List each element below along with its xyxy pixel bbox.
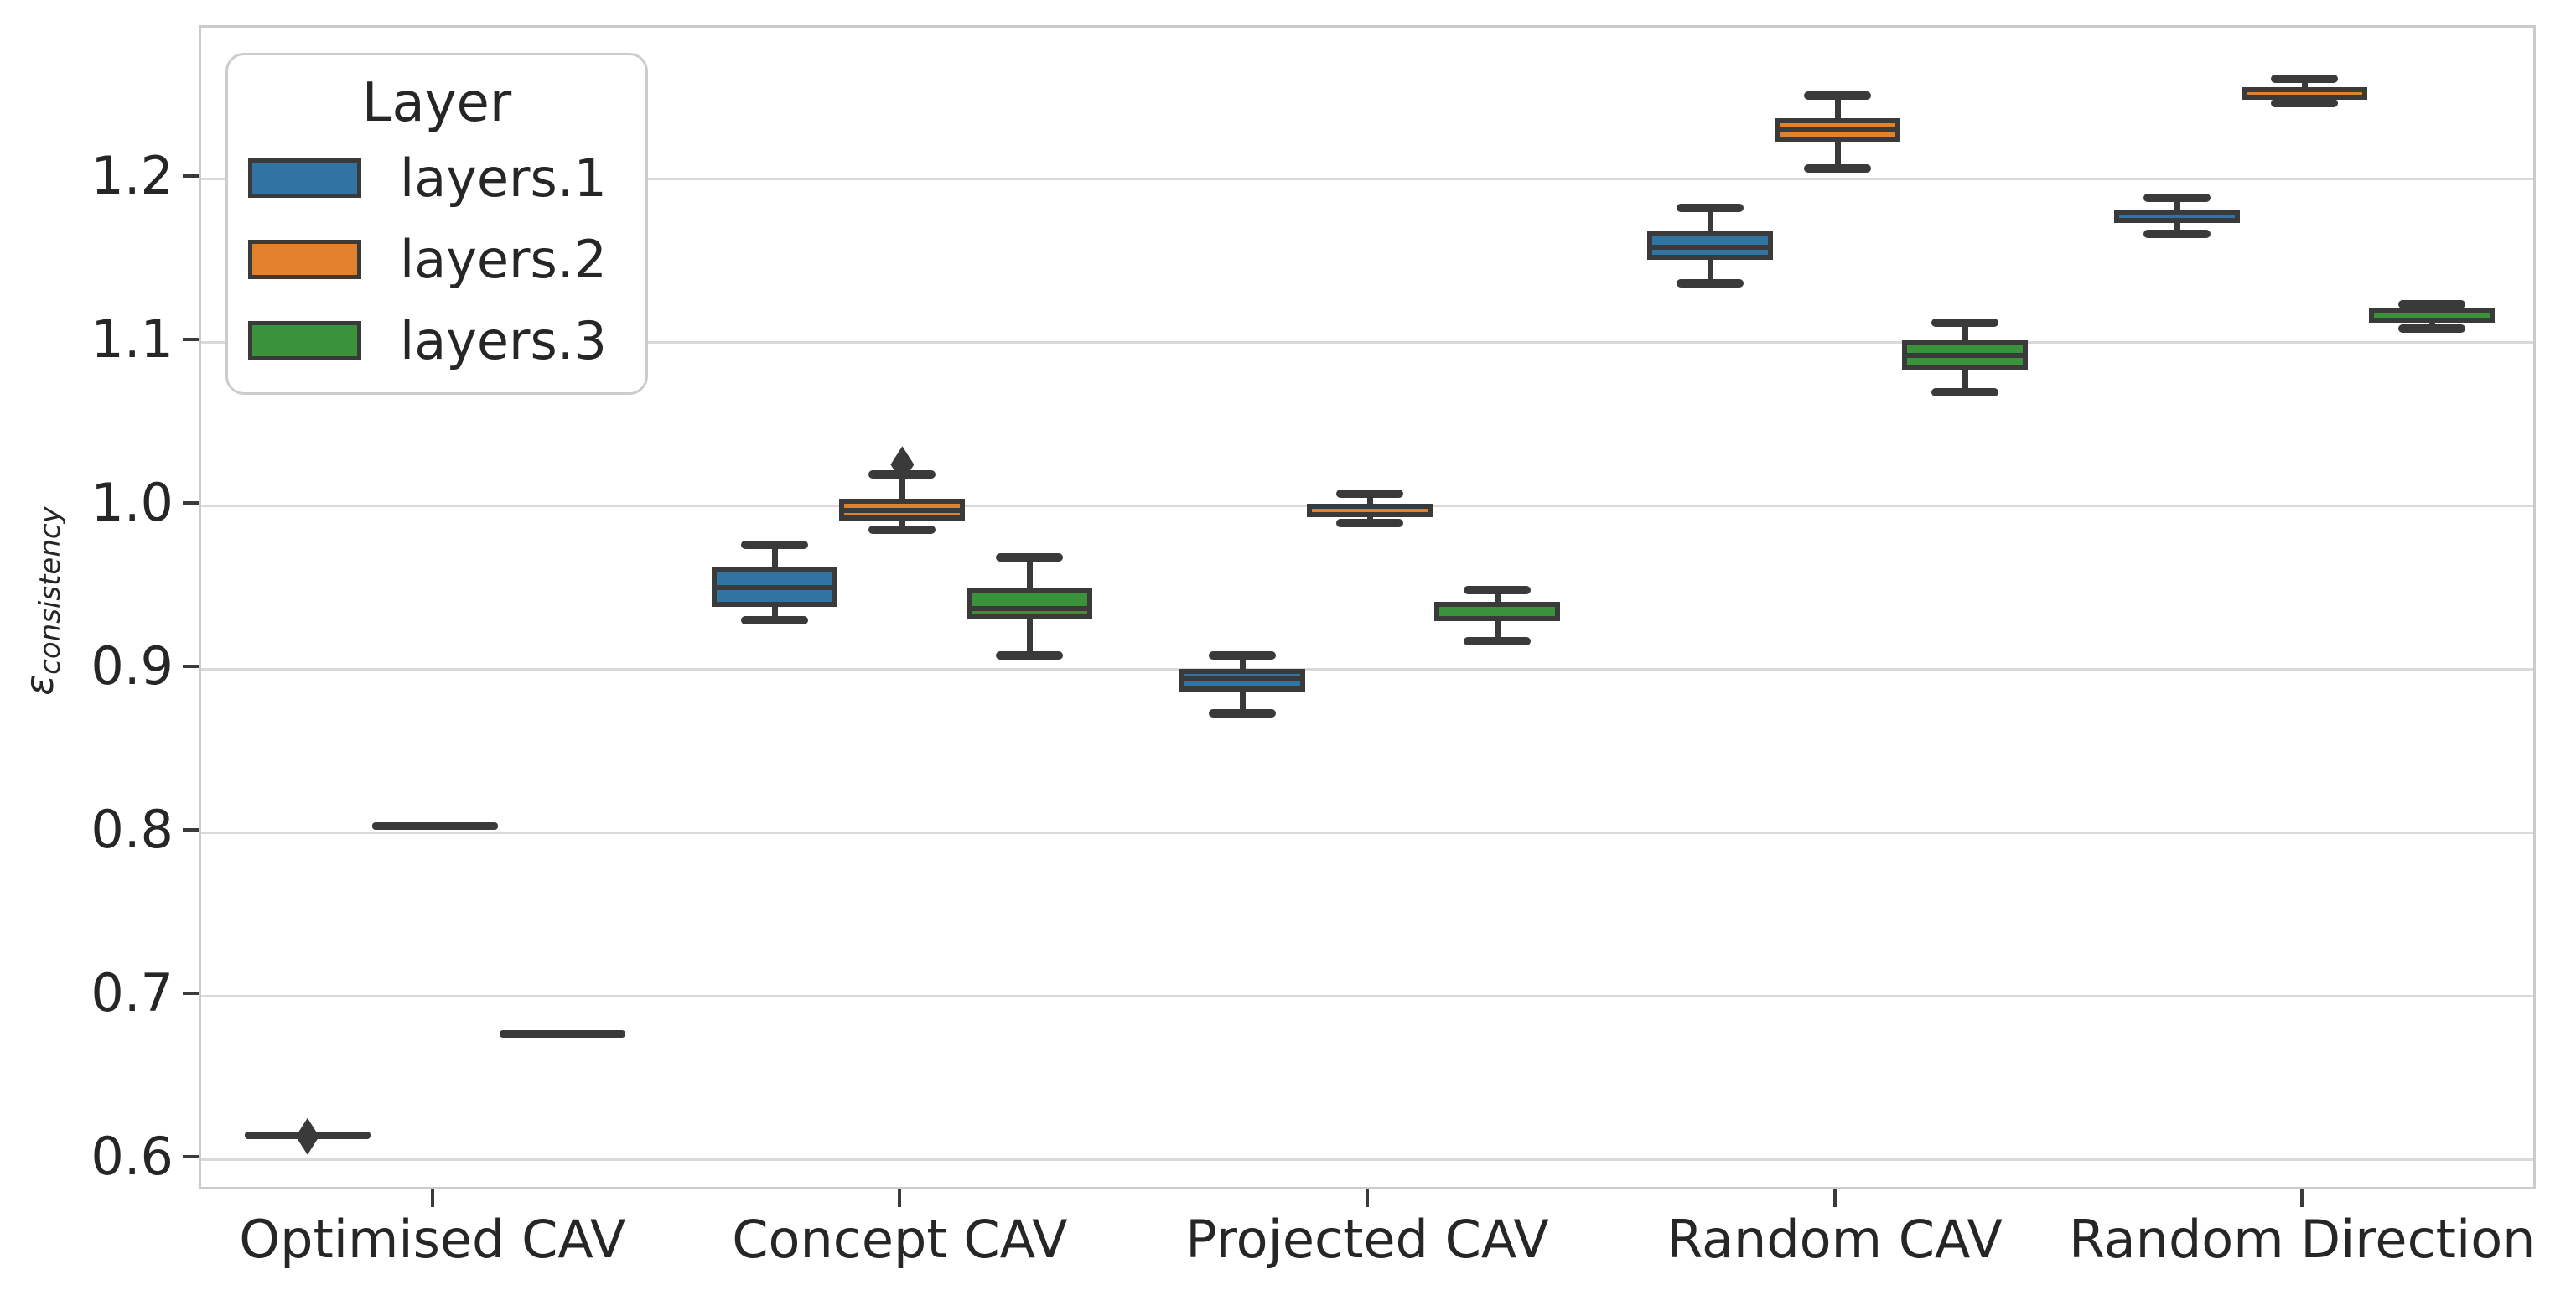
y-axis-label: εconsistency bbox=[17, 458, 75, 743]
box-layers.1-optimised-cav-outlier bbox=[295, 1117, 319, 1155]
box-layers.2-random-cav-median bbox=[1779, 127, 1895, 132]
box-layers.2-concept-cav-cap-low bbox=[868, 526, 936, 535]
x-tick-label: Concept CAV bbox=[732, 1209, 1068, 1270]
y-tick-label: 1.0 bbox=[91, 472, 174, 533]
x-tick-label: Projected CAV bbox=[1185, 1209, 1549, 1270]
box-layers.3-random-direction-cap-low bbox=[2398, 324, 2466, 334]
x-tick-mark bbox=[2300, 1189, 2304, 1207]
box-layers.3-random-cav-cap-low bbox=[1931, 388, 1998, 397]
x-tick-label: Optimised CAV bbox=[239, 1209, 626, 1270]
box-layers.2-random-direction-cap-low bbox=[2271, 99, 2339, 108]
legend-row-layers.2: layers.2 bbox=[228, 219, 645, 300]
y-axis-label-subscript: consistency bbox=[34, 506, 67, 675]
box-layers.2-random-direction-box bbox=[2242, 86, 2368, 101]
legend-label-layers.1: layers.1 bbox=[400, 148, 608, 209]
legend-row-layers.3: layers.3 bbox=[228, 300, 645, 381]
legend-label-layers.3: layers.3 bbox=[400, 310, 608, 371]
gridline-y-0.8 bbox=[201, 832, 2533, 834]
legend-label-layers.2: layers.2 bbox=[400, 229, 608, 290]
box-layers.3-concept-cav-median bbox=[972, 605, 1088, 611]
box-layers.3-random-direction-box bbox=[2369, 308, 2496, 323]
box-layers.3-concept-cav-cap-high bbox=[996, 553, 1064, 562]
box-layers.2-projected-cav-cap-high bbox=[1336, 490, 1403, 499]
box-layers.3-random-cav-median bbox=[1906, 352, 2023, 358]
box-layers.2-concept-cav-median bbox=[844, 507, 961, 513]
gridline-y-0.9 bbox=[201, 668, 2533, 671]
legend-row-layers.1: layers.1 bbox=[228, 137, 645, 219]
box-layers.1-random-cav-cap-high bbox=[1676, 204, 1744, 213]
box-layers.2-random-cav-cap-low bbox=[1803, 164, 1871, 174]
legend: Layer layers.1 layers.2 layers.3 bbox=[225, 53, 648, 395]
y-tick-mark bbox=[183, 501, 199, 505]
box-layers.1-projected-cav-median bbox=[1184, 676, 1300, 681]
y-tick-mark bbox=[183, 174, 199, 178]
gridline-y-1.2 bbox=[201, 178, 2533, 180]
box-layers.1-projected-cav-cap-high bbox=[1209, 651, 1276, 661]
box-layers.1-random-cav-cap-low bbox=[1676, 278, 1744, 288]
box-layers.3-projected-cav-box bbox=[1434, 602, 1560, 622]
legend-swatch-layers.1 bbox=[248, 158, 361, 198]
box-layers.1-random-cav-median bbox=[1651, 244, 1768, 250]
x-tick-label: Random CAV bbox=[1666, 1209, 2003, 1270]
box-layers.1-projected-cav-cap-low bbox=[1209, 708, 1276, 718]
y-tick-label: 0.7 bbox=[91, 962, 174, 1023]
y-tick-mark bbox=[183, 828, 199, 832]
gridline-y-0.7 bbox=[201, 995, 2533, 997]
box-layers.1-concept-cav-cap-high bbox=[741, 540, 809, 549]
y-tick-label: 0.6 bbox=[91, 1126, 174, 1187]
y-tick-label: 1.1 bbox=[91, 308, 174, 370]
box-layers.2-random-direction-cap-high bbox=[2271, 75, 2339, 84]
x-tick-mark bbox=[430, 1189, 434, 1207]
box-layers.3-optimised-cav-flat-line bbox=[499, 1029, 625, 1038]
box-layers.3-projected-cav-cap-low bbox=[1464, 636, 1531, 645]
legend-title: Layer bbox=[361, 72, 512, 134]
gridline-y-1.1 bbox=[201, 341, 2533, 344]
x-tick-mark bbox=[1366, 1189, 1369, 1207]
box-layers.3-random-direction-cap-high bbox=[2398, 300, 2466, 309]
box-layers.1-random-direction-cap-high bbox=[2143, 194, 2211, 203]
x-tick-label: Random Direction bbox=[2068, 1209, 2536, 1270]
y-tick-label: 0.9 bbox=[91, 635, 174, 697]
y-tick-label: 0.8 bbox=[91, 799, 174, 860]
box-layers.2-optimised-cav-flat-line bbox=[371, 822, 498, 831]
box-layers.2-projected-cav-box bbox=[1307, 504, 1433, 517]
y-axis-label-symbol: ε bbox=[17, 674, 62, 696]
box-layers.1-random-direction-cap-low bbox=[2143, 230, 2211, 239]
y-tick-label: 1.2 bbox=[91, 145, 174, 206]
legend-rows: layers.1 layers.2 layers.3 bbox=[228, 137, 645, 381]
box-layers.2-random-cav-cap-high bbox=[1803, 91, 1871, 100]
y-tick-mark bbox=[183, 665, 199, 668]
box-layers.1-concept-cav-cap-low bbox=[741, 615, 809, 624]
gridline-y-0.6 bbox=[201, 1158, 2533, 1161]
box-layers.3-projected-cav-cap-high bbox=[1464, 586, 1531, 595]
box-layers.3-concept-cav-box bbox=[967, 588, 1093, 620]
box-layers.1-concept-cav-median bbox=[717, 584, 833, 590]
legend-swatch-layers.3 bbox=[248, 321, 361, 360]
box-layers.1-random-direction-box bbox=[2114, 210, 2241, 223]
y-tick-mark bbox=[183, 992, 199, 995]
y-tick-mark bbox=[183, 1155, 199, 1158]
box-layers.3-concept-cav-cap-low bbox=[996, 651, 1064, 661]
legend-swatch-layers.2 bbox=[248, 240, 361, 279]
x-tick-mark bbox=[898, 1189, 902, 1207]
y-tick-mark bbox=[183, 338, 199, 341]
x-tick-mark bbox=[1832, 1189, 1837, 1207]
box-layers.3-random-cav-cap-high bbox=[1931, 318, 1998, 327]
box-layers.2-projected-cav-cap-low bbox=[1336, 519, 1403, 528]
